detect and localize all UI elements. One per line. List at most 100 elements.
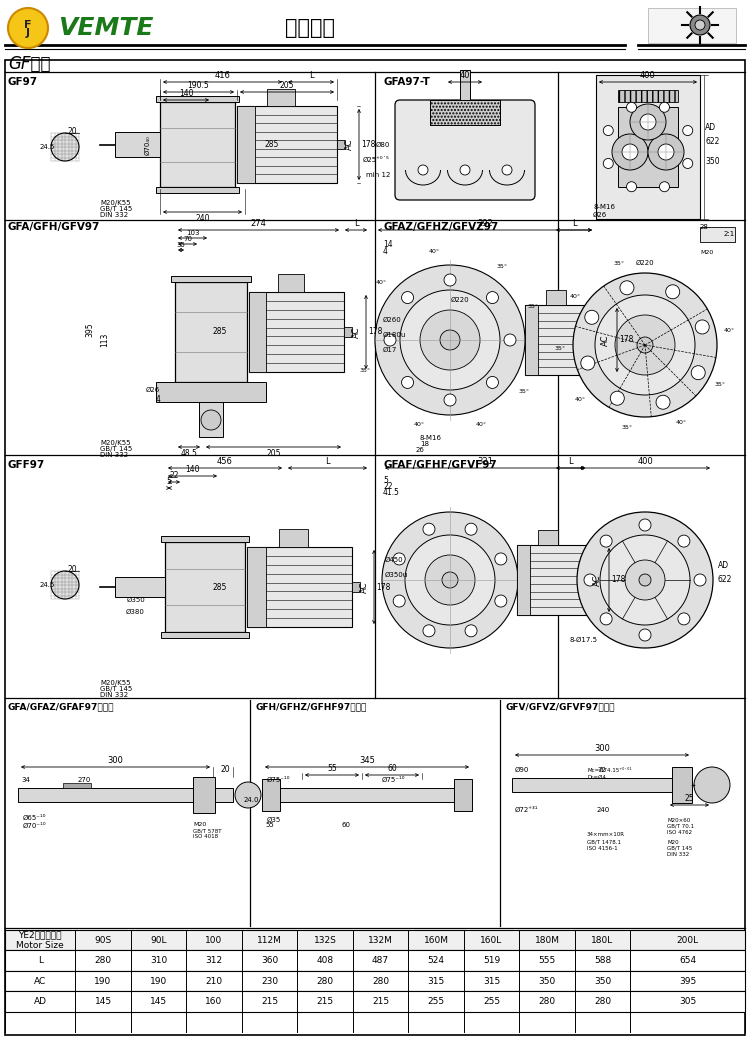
Text: Ø380: Ø380 xyxy=(126,609,145,615)
Text: 300: 300 xyxy=(594,744,610,753)
Circle shape xyxy=(465,523,477,536)
Text: 145: 145 xyxy=(94,997,112,1006)
Text: 145: 145 xyxy=(150,997,167,1006)
Circle shape xyxy=(460,165,470,175)
Text: 24.5: 24.5 xyxy=(40,582,55,588)
Text: 40°: 40° xyxy=(376,280,386,285)
Bar xyxy=(193,777,215,813)
Circle shape xyxy=(682,158,693,168)
Bar xyxy=(460,70,470,100)
Text: GB/T 145: GB/T 145 xyxy=(100,206,132,212)
Circle shape xyxy=(640,114,656,130)
Circle shape xyxy=(639,519,651,531)
Text: 100: 100 xyxy=(206,936,223,944)
Text: 395: 395 xyxy=(86,322,94,337)
Text: 132M: 132M xyxy=(368,936,393,944)
Text: 35°: 35° xyxy=(614,261,625,266)
Bar xyxy=(538,529,557,545)
Text: ISO 4762: ISO 4762 xyxy=(667,830,692,834)
Bar xyxy=(5,930,745,951)
Text: 35°: 35° xyxy=(715,382,726,387)
Text: 555: 555 xyxy=(538,956,556,965)
Circle shape xyxy=(384,334,396,346)
Text: 35°: 35° xyxy=(360,368,371,373)
Text: 4: 4 xyxy=(383,246,388,256)
Circle shape xyxy=(682,126,693,135)
Text: Ø350u: Ø350u xyxy=(385,572,408,578)
Text: 35°: 35° xyxy=(496,264,507,268)
Text: L: L xyxy=(572,219,576,228)
Text: DIN 332: DIN 332 xyxy=(100,692,128,698)
Text: 215: 215 xyxy=(316,997,334,1006)
Text: 40°: 40° xyxy=(723,328,734,333)
Bar xyxy=(595,336,601,344)
Text: 280: 280 xyxy=(372,977,389,986)
Text: 26: 26 xyxy=(416,447,424,453)
Circle shape xyxy=(444,394,456,406)
Text: 40°: 40° xyxy=(414,422,424,427)
Circle shape xyxy=(400,290,500,390)
Circle shape xyxy=(694,574,706,586)
Text: 22: 22 xyxy=(170,471,178,480)
Circle shape xyxy=(626,102,637,112)
Text: 48.5: 48.5 xyxy=(181,449,197,458)
Circle shape xyxy=(418,165,428,175)
Circle shape xyxy=(695,320,709,334)
Bar xyxy=(115,132,160,157)
Text: 40°: 40° xyxy=(574,397,586,402)
Text: Ø80: Ø80 xyxy=(376,142,390,148)
Text: GF系列: GF系列 xyxy=(8,55,50,73)
Circle shape xyxy=(659,182,670,191)
Circle shape xyxy=(584,574,596,586)
Text: 210: 210 xyxy=(206,977,223,986)
Text: 270: 270 xyxy=(78,777,92,783)
Text: 350: 350 xyxy=(538,977,556,986)
Text: L: L xyxy=(326,457,330,466)
Text: 34: 34 xyxy=(21,777,30,783)
Text: GFA/GFAZ/GFAF97输出轴: GFA/GFAZ/GFAF97输出轴 xyxy=(8,702,115,711)
Circle shape xyxy=(51,133,79,161)
Text: 8-M16: 8-M16 xyxy=(593,204,615,210)
Text: M20: M20 xyxy=(193,823,206,828)
Text: 310: 310 xyxy=(150,956,167,965)
Text: 345: 345 xyxy=(359,756,375,765)
Bar xyxy=(5,991,745,1012)
Text: 200L: 200L xyxy=(676,936,699,944)
Text: 60: 60 xyxy=(342,822,351,828)
Text: Ø75⁻¹⁰: Ø75⁻¹⁰ xyxy=(267,777,290,783)
Circle shape xyxy=(639,574,651,586)
Circle shape xyxy=(615,315,675,375)
Text: Ø75⁻¹⁰: Ø75⁻¹⁰ xyxy=(382,777,406,783)
Circle shape xyxy=(423,523,435,536)
Circle shape xyxy=(659,102,670,112)
Text: ISO 4018: ISO 4018 xyxy=(193,834,218,839)
Bar xyxy=(156,96,239,102)
Bar xyxy=(165,542,245,632)
Bar xyxy=(267,89,295,106)
Text: GFA97-T: GFA97-T xyxy=(383,77,430,87)
Bar xyxy=(672,768,692,803)
Bar xyxy=(700,227,735,242)
Text: M20/K55: M20/K55 xyxy=(100,440,130,446)
Bar xyxy=(648,8,736,43)
Text: 132S: 132S xyxy=(314,936,337,944)
Circle shape xyxy=(626,182,637,191)
Bar xyxy=(249,292,266,372)
Circle shape xyxy=(580,356,595,370)
Bar xyxy=(247,547,266,627)
FancyBboxPatch shape xyxy=(395,100,535,200)
Circle shape xyxy=(235,782,261,808)
Circle shape xyxy=(600,613,612,625)
Text: AD: AD xyxy=(34,997,46,1006)
Circle shape xyxy=(612,134,648,170)
Bar xyxy=(512,778,692,792)
Text: 40°: 40° xyxy=(570,293,580,298)
Text: 285: 285 xyxy=(213,328,227,337)
Bar xyxy=(525,305,538,375)
Text: 255: 255 xyxy=(427,997,445,1006)
Circle shape xyxy=(603,126,613,135)
Bar xyxy=(156,382,266,402)
Bar xyxy=(18,788,233,802)
Bar xyxy=(199,402,223,437)
Text: AC: AC xyxy=(352,327,361,338)
